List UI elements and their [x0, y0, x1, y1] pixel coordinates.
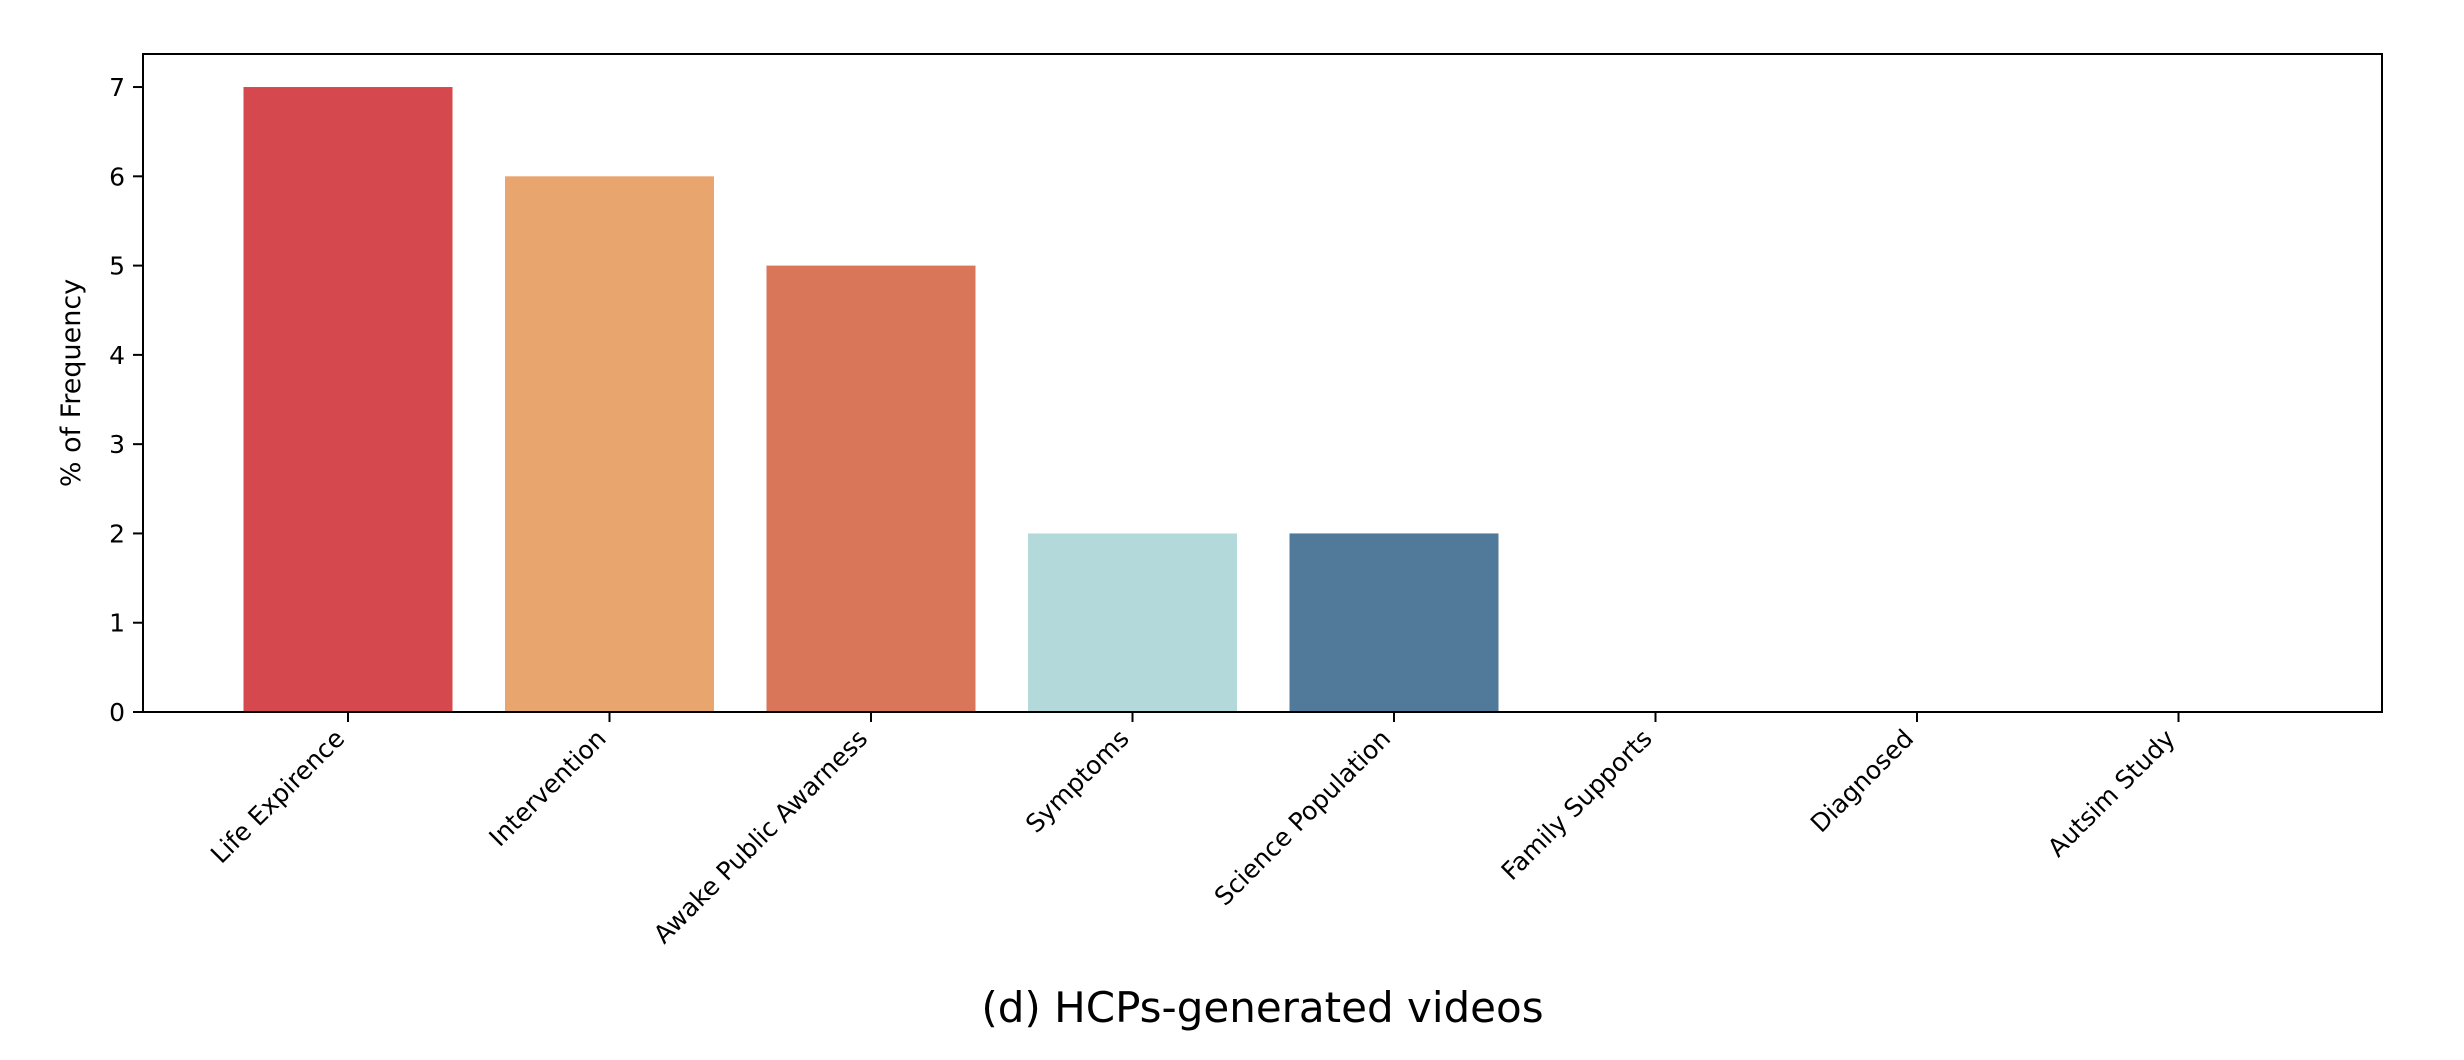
- y-tick-label: 4: [109, 341, 125, 370]
- y-axis-label: % of Frequency: [56, 279, 87, 487]
- y-tick-label: 1: [109, 609, 125, 638]
- y-tick-label: 0: [109, 698, 125, 727]
- y-tick-label: 2: [109, 519, 125, 548]
- x-tick-label: Life Expirence: [205, 724, 350, 869]
- x-tick-label: Family Supports: [1496, 724, 1658, 886]
- bar-symptoms: [1028, 533, 1237, 712]
- y-tick-label: 5: [109, 252, 125, 281]
- bars-group: [243, 87, 1499, 712]
- y-tick-label: 3: [109, 430, 125, 459]
- bar-life-expirence: [243, 87, 453, 712]
- x-tick-label: Awake Public Awarness: [648, 724, 873, 949]
- bar-awake-public-awarness: [766, 265, 976, 712]
- x-tick-label: Intervention: [483, 724, 611, 852]
- x-tick-label: Symptoms: [1020, 724, 1135, 839]
- bar-intervention: [505, 176, 714, 712]
- y-axis-ticks: 0 1 2 3 4 5 6 7: [109, 73, 143, 727]
- x-tick-label: Diagnosed: [1805, 724, 1919, 838]
- bar-science-population: [1289, 533, 1499, 712]
- y-tick-label: 6: [109, 162, 125, 191]
- x-axis-ticks: Life Expirence Intervention Awake Public A…: [205, 712, 2181, 949]
- x-tick-label: Autsim Study: [2042, 724, 2181, 863]
- plot-frame: [142, 53, 2383, 713]
- chart-caption: (d) HCPs-generated videos: [981, 983, 1543, 1032]
- y-tick-label: 7: [109, 73, 125, 102]
- x-tick-label: Science Population: [1209, 724, 1397, 912]
